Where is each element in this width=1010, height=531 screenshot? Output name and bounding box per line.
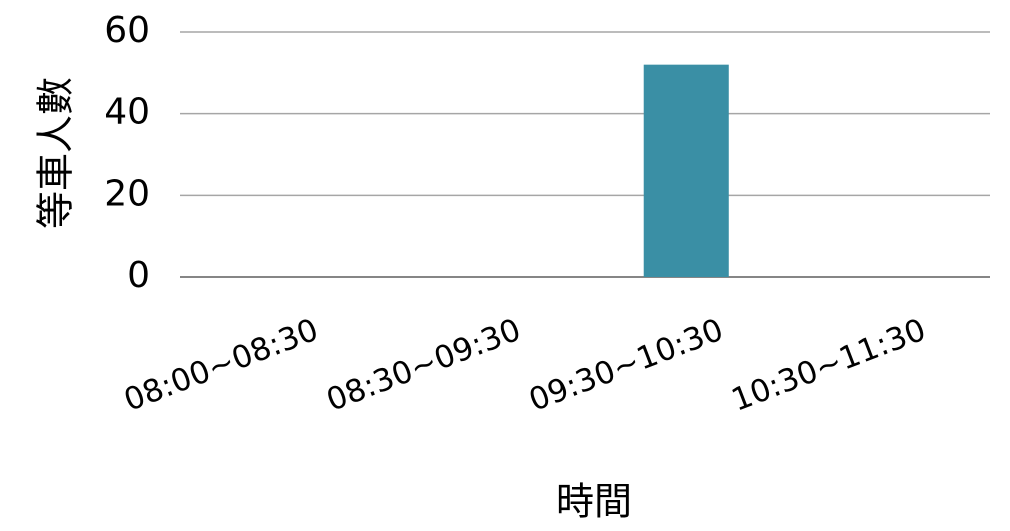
x-tick-label: 09:30~10:30 — [524, 312, 728, 419]
y-tick-label: 60 — [104, 10, 150, 51]
y-axis-title: 等車人數 — [34, 77, 78, 229]
y-axis-tick-labels: 0 20 40 60 — [104, 10, 150, 296]
bars — [643, 64, 729, 278]
y-tick-label: 20 — [104, 173, 150, 214]
bar — [643, 64, 729, 278]
x-tick-label: 10:30~11:30 — [727, 312, 931, 419]
x-axis-tick-labels: 08:00~08:3008:30~09:3009:30~10:3010:30~1… — [119, 312, 930, 419]
y-tick-label: 40 — [104, 92, 150, 133]
x-tick-label: 08:00~08:30 — [119, 312, 323, 419]
x-tick-label: 08:30~09:30 — [322, 312, 526, 419]
gridlines — [180, 31, 990, 278]
x-axis-title: 時間 — [556, 480, 632, 524]
y-tick-label: 0 — [127, 255, 150, 296]
